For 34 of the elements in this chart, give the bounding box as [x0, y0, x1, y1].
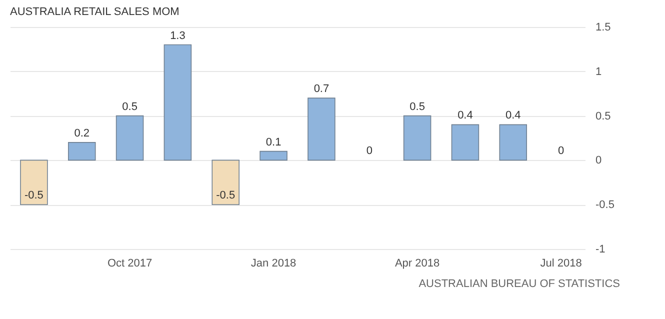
chart-title: AUSTRALIA RETAIL SALES MOM	[10, 6, 180, 18]
bar	[403, 115, 432, 161]
y-tick-label: 1.5	[596, 22, 611, 34]
data-label: -0.5	[216, 190, 236, 202]
bar	[499, 124, 527, 161]
bar	[260, 150, 288, 161]
x-tick-label: Jan 2018	[250, 258, 296, 270]
bar	[116, 115, 144, 161]
bar	[308, 98, 336, 161]
y-tick-label: 0.5	[596, 110, 611, 122]
y-tick-label: 1	[596, 66, 602, 78]
bar	[164, 44, 192, 161]
x-tick-label: Jul 2018	[540, 258, 582, 270]
y-tick-label: 0	[596, 154, 602, 167]
y-tick-label: -0.5	[596, 199, 614, 212]
data-label: 0.2	[74, 127, 90, 140]
x-tick-label: Oct 2017	[107, 258, 152, 270]
bar	[20, 160, 48, 205]
x-tick-label: Apr 2018	[394, 258, 440, 270]
data-label: 0.5	[410, 100, 425, 113]
y-tick-label: -1	[596, 244, 606, 256]
data-label: -0.5	[24, 190, 44, 202]
data-label: 0.7	[314, 83, 330, 96]
data-label: 0	[558, 145, 564, 158]
text: AUSTRALIAN BUREAU OF STATISTICS	[418, 278, 620, 290]
data-label: 0.1	[266, 136, 282, 148]
data-label: 0.4	[458, 110, 473, 122]
data-label: 0.5	[122, 100, 138, 113]
data-label: 0.4	[505, 110, 521, 122]
bar	[68, 142, 96, 161]
data-label: 0	[366, 145, 372, 158]
data-label: 1.3	[170, 30, 186, 42]
bar	[451, 124, 480, 161]
bar	[212, 160, 240, 205]
